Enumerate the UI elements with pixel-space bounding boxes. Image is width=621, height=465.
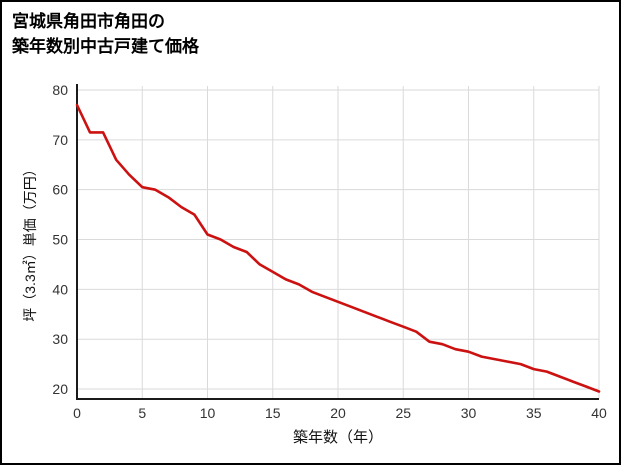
x-tick-label: 10 [200, 405, 216, 421]
y-tick-label: 20 [52, 381, 68, 397]
y-axis-label: 坪（3.3㎡）単価（万円） [22, 162, 38, 322]
x-tick-label: 5 [138, 405, 146, 421]
price-line-series [75, 103, 601, 393]
x-tick-label: 15 [265, 405, 281, 421]
chart-title: 宮城県角田市角田の 築年数別中古戸建て価格 [12, 10, 199, 59]
y-tick-label: 70 [52, 132, 68, 148]
y-tick-label: 80 [52, 82, 68, 98]
y-tick-label: 60 [52, 182, 68, 198]
x-tick-label: 30 [461, 405, 477, 421]
x-tick-label: 25 [395, 405, 411, 421]
x-tick-label: 35 [526, 405, 542, 421]
x-axis-label: 築年数（年） [292, 429, 383, 446]
chart-title-line2: 築年数別中古戸建て価格 [12, 36, 199, 56]
x-tick-label: 20 [330, 405, 346, 421]
x-tick-label: 40 [591, 405, 607, 421]
chart-title-line1: 宮城県角田市角田の [12, 12, 165, 31]
y-tick-label: 30 [52, 331, 68, 347]
x-tick-label: 0 [73, 405, 81, 421]
y-tick-label: 50 [52, 232, 68, 248]
y-tick-label: 40 [52, 281, 68, 297]
